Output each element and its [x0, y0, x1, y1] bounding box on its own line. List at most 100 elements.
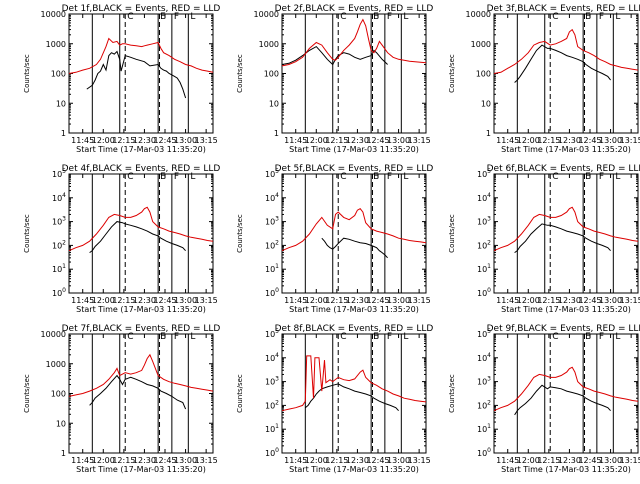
y-tick-label: 101: [477, 263, 491, 274]
flag-label: E: [160, 332, 166, 342]
y-tick-label: 100: [265, 287, 279, 298]
y-axis-label: Counts/sec: [448, 374, 456, 413]
x-tick-label: 13:15: [195, 296, 218, 305]
x-tick-label: 12:45: [153, 136, 176, 145]
y-axis-label: Counts/sec: [448, 54, 456, 93]
y-tick-label: 105: [52, 168, 66, 179]
y-tick-label: 105: [477, 328, 491, 339]
x-tick-label: 11:45: [496, 136, 519, 145]
x-tick-label: 12:45: [578, 296, 601, 305]
y-tick-label: 1000: [259, 40, 279, 49]
series-line-lld: [68, 206, 214, 252]
y-tick-label: 1: [274, 129, 279, 138]
y-tick-label: 104: [477, 192, 491, 203]
y-tick-label: 105: [265, 168, 279, 179]
y-tick-label: 103: [265, 216, 279, 227]
x-tick-label: 13:00: [174, 456, 197, 465]
x-axis-label: Start Time (17-Mar-03 11:35:20): [289, 145, 419, 154]
flag-label: L: [615, 172, 620, 182]
flag-label: F: [387, 172, 392, 182]
flag-label: E: [585, 172, 591, 182]
panel-det-7: Det 7f,BLACK = Events, RED = LLD 1 10 100 10…: [23, 324, 220, 474]
flag-label: F: [387, 332, 392, 342]
y-tick-label: 10: [56, 99, 66, 108]
plot-frame: [493, 333, 639, 454]
series-line-lld: [281, 355, 427, 412]
x-tick-label: 13:15: [408, 456, 431, 465]
flag-label: C: [127, 332, 133, 342]
x-axis-label: Start Time (17-Mar-03 11:35:20): [501, 145, 631, 154]
series-line-events: [514, 384, 611, 416]
x-tick-label: 12:30: [346, 296, 369, 305]
y-tick-label: 103: [52, 216, 66, 227]
x-tick-label: 12:00: [92, 296, 115, 305]
x-tick-label: 13:00: [599, 456, 622, 465]
flag-label: C: [127, 12, 133, 22]
flag-label: C: [340, 172, 346, 182]
x-axis-label: Start Time (17-Mar-03 11:35:20): [76, 305, 206, 314]
x-tick-label: 13:00: [387, 456, 410, 465]
panel-det-6: Det 6f,BLACK = Events, RED = LLD 100 101 10…: [448, 164, 640, 314]
y-tick-label: 104: [265, 352, 279, 363]
flag-label: C: [552, 12, 558, 22]
flag-label: F: [599, 12, 604, 22]
flag-label: E: [585, 12, 591, 22]
series-line-lld: [281, 208, 427, 252]
flag-label: F: [174, 332, 179, 342]
plot-frame: [281, 173, 427, 294]
x-tick-label: 12:15: [325, 136, 348, 145]
x-tick-label: 13:15: [195, 136, 218, 145]
x-axis-label: Start Time (17-Mar-03 11:35:20): [289, 305, 419, 314]
x-tick-label: 12:15: [325, 296, 348, 305]
series-line-lld: [493, 206, 639, 252]
panel-det-2: Det 2f,BLACK = Events, RED = LLD 1 10 100 10…: [236, 4, 433, 154]
y-tick-label: 100: [476, 70, 491, 79]
x-tick-label: 13:00: [599, 296, 622, 305]
plot-title: Det 4f,BLACK = Events, RED = LLD: [62, 164, 221, 174]
flag-label: C: [340, 12, 346, 22]
x-tick-label: 12:45: [153, 296, 176, 305]
y-tick-label: 103: [477, 376, 491, 387]
x-tick-label: 12:00: [92, 136, 115, 145]
x-tick-label: 12:00: [92, 456, 115, 465]
x-tick-label: 12:15: [112, 136, 135, 145]
x-tick-label: 11:45: [284, 136, 307, 145]
x-tick-label: 12:30: [133, 456, 156, 465]
y-tick-label: 101: [265, 263, 279, 274]
series-line-events: [89, 221, 186, 254]
y-tick-label: 100: [51, 390, 66, 399]
flag-label: E: [160, 172, 166, 182]
series-line-lld: [493, 366, 639, 412]
flag-label: E: [160, 12, 166, 22]
y-tick-label: 10000: [254, 10, 279, 19]
y-tick-label: 103: [265, 376, 279, 387]
y-axis-label: Counts/sec: [236, 54, 244, 93]
plot-frame: [493, 173, 639, 294]
x-tick-label: 12:00: [305, 456, 328, 465]
flag-label: C: [552, 332, 558, 342]
plot-title: Det 5f,BLACK = Events, RED = LLD: [275, 164, 434, 174]
x-tick-label: 12:00: [517, 136, 540, 145]
flag-label: E: [585, 332, 591, 342]
flag-label: L: [190, 172, 195, 182]
x-tick-label: 11:45: [496, 456, 519, 465]
x-tick-label: 12:15: [537, 296, 560, 305]
x-tick-label: 12:15: [325, 456, 348, 465]
flag-label: L: [615, 332, 620, 342]
x-tick-label: 13:15: [408, 296, 431, 305]
flag-label: E: [373, 12, 379, 22]
plot-frame: [281, 13, 427, 134]
flag-label: F: [174, 172, 179, 182]
y-tick-label: 1000: [471, 40, 491, 49]
flag-label: L: [403, 12, 408, 22]
series-line-lld: [281, 18, 427, 67]
flag-label: L: [403, 172, 408, 182]
x-tick-label: 13:15: [620, 296, 640, 305]
x-tick-label: 13:00: [387, 136, 410, 145]
x-tick-label: 13:00: [174, 136, 197, 145]
x-tick-label: 12:30: [558, 296, 581, 305]
x-tick-label: 12:00: [517, 456, 540, 465]
plot-frame: [493, 13, 639, 134]
x-tick-label: 13:00: [174, 296, 197, 305]
